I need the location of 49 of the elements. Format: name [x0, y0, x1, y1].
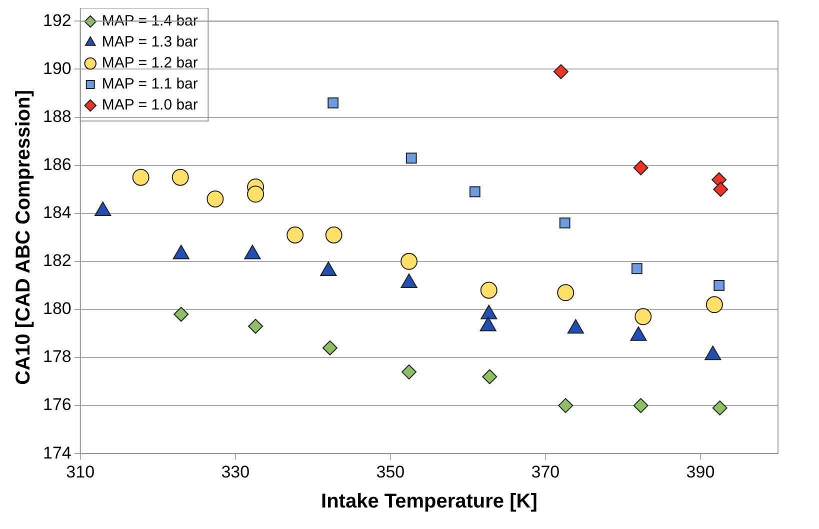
point	[402, 364, 417, 380]
point	[553, 64, 568, 80]
y-tick-label: 192	[42, 10, 72, 30]
point	[400, 252, 418, 270]
point	[174, 306, 189, 322]
x-axis-title: Intake Temperature [K]	[321, 490, 538, 513]
point	[633, 398, 648, 414]
point	[328, 97, 339, 108]
point	[631, 263, 642, 274]
y-tick-label: 174	[42, 443, 72, 462]
y-tick-label: 184	[42, 203, 72, 222]
point	[206, 190, 224, 208]
point	[714, 280, 725, 291]
point	[706, 296, 723, 314]
point	[480, 282, 498, 299]
y-tick-label: 188	[42, 106, 72, 126]
legend-label: MAP = 1.1 bar	[102, 76, 198, 93]
point	[558, 398, 574, 414]
x-tick-label: 390	[686, 462, 715, 482]
x-tick-label: 370	[531, 462, 560, 482]
legend-label: MAP = 1.0 bar	[102, 96, 198, 114]
y-tick-label: 176	[42, 395, 72, 414]
point	[633, 160, 648, 176]
point	[132, 168, 150, 186]
point	[247, 186, 264, 203]
point	[406, 152, 417, 164]
point	[712, 400, 728, 416]
point	[248, 318, 264, 334]
point	[559, 218, 570, 228]
y-tick-label: 180	[42, 299, 72, 318]
legend-label: MAP = 1.3 bar	[102, 34, 198, 51]
point	[557, 284, 574, 302]
y-tick-label: 190	[42, 58, 72, 78]
point	[482, 369, 498, 384]
point	[286, 226, 304, 244]
legend-label: MAP = 1.2 bar	[102, 54, 198, 72]
point	[469, 186, 480, 198]
y-tick-label: 182	[42, 251, 72, 270]
y-tick-label: 186	[42, 155, 72, 174]
y-axis-title: CA10 [CAD ABC Compression]	[12, 90, 35, 385]
x-tick-label: 350	[376, 462, 405, 482]
y-tick-label: 178	[42, 347, 72, 366]
x-tick-label: 330	[221, 462, 250, 482]
point	[634, 308, 652, 326]
point	[322, 340, 338, 356]
x-tick-label: 310	[66, 462, 95, 482]
point	[325, 226, 342, 244]
point	[172, 168, 189, 186]
point	[713, 182, 728, 197]
